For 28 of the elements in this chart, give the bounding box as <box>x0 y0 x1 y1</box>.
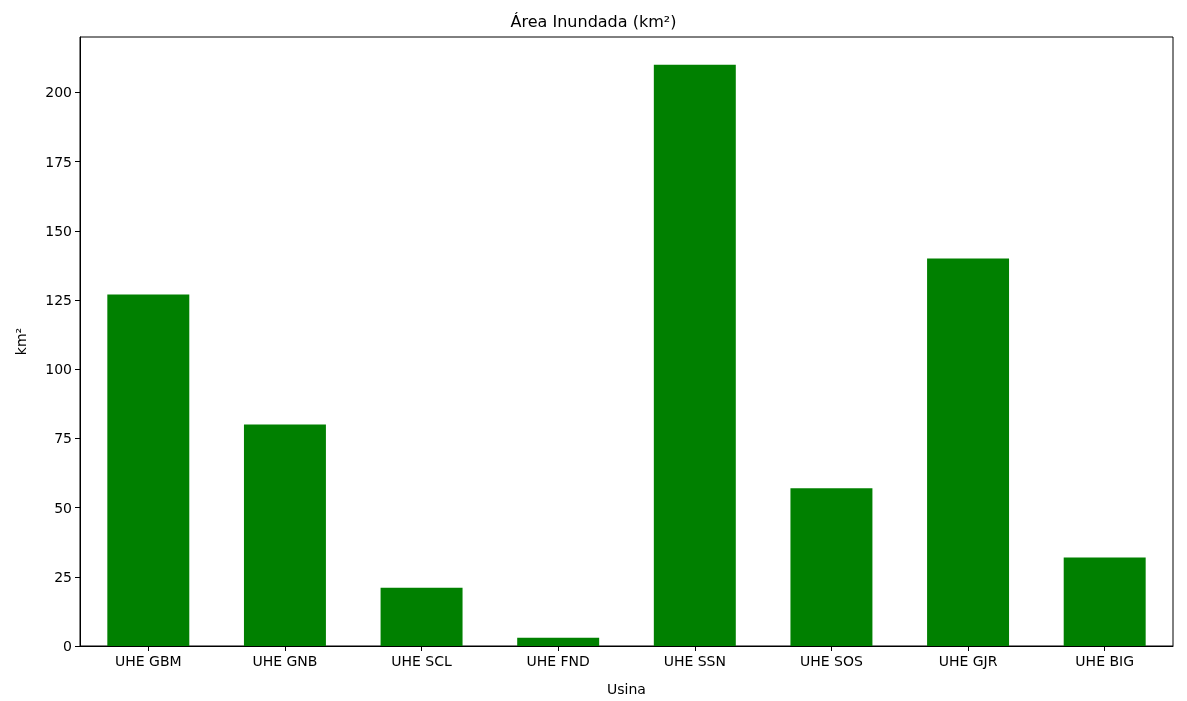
x-tick-label: UHE SSN <box>663 653 726 669</box>
bar <box>380 587 463 646</box>
x-tick-label: UHE GJR <box>938 653 998 669</box>
y-tick-label: 75 <box>54 430 72 447</box>
bar <box>790 488 873 646</box>
bar <box>927 258 1010 646</box>
bar <box>653 64 736 646</box>
y-tick-label: 150 <box>45 222 72 239</box>
x-tick-label: UHE FND <box>526 653 590 669</box>
bar <box>243 424 326 646</box>
bar <box>107 294 190 646</box>
y-tick-label: 100 <box>45 361 72 378</box>
bar <box>1063 557 1146 646</box>
y-tick-label: 25 <box>54 568 72 585</box>
x-tick-label: UHE BIG <box>1075 653 1135 669</box>
x-tick-label: UHE SOS <box>800 653 863 669</box>
x-tick-label: UHE SCL <box>391 653 453 669</box>
y-tick-label: 175 <box>45 153 72 170</box>
y-tick-label: 0 <box>63 638 72 654</box>
bar <box>517 637 600 646</box>
y-axis-title: km² <box>13 327 29 356</box>
x-axis-title: Usina <box>607 681 646 697</box>
y-tick-label: 50 <box>54 499 72 516</box>
x-tick-label: UHE GNB <box>252 653 318 669</box>
y-tick-label: 200 <box>45 84 72 101</box>
y-tick-label: 125 <box>45 291 72 308</box>
chart-title: Área Inundada (km²) <box>510 11 677 31</box>
x-tick-label: UHE GBM <box>115 653 182 669</box>
